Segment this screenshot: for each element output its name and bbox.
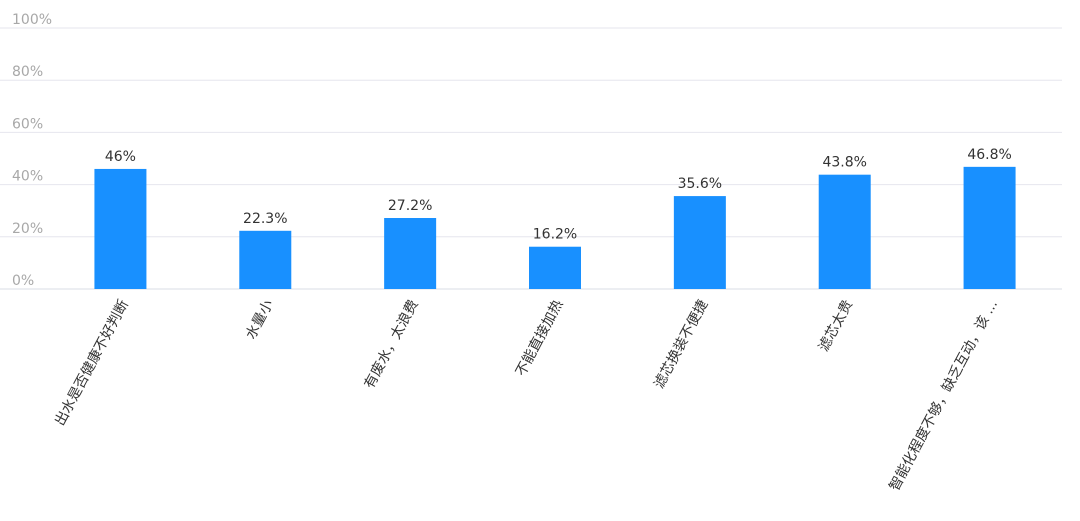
value-labels: 46% 22.3% 27.2% 16.2% 35.6% 43.8% 46.8% — [105, 147, 1012, 243]
data-label: 46% — [105, 149, 136, 165]
bar — [673, 196, 726, 289]
bar — [529, 246, 581, 289]
bars — [94, 166, 1016, 289]
bar — [963, 166, 1016, 289]
x-tick-label: 出水是否健康不好判断 — [51, 297, 132, 429]
data-label: 35.6% — [678, 176, 722, 192]
bar — [94, 168, 147, 289]
bar — [384, 218, 437, 289]
data-label: 43.8% — [822, 155, 866, 171]
x-tick-label: 智能化程度不够，缺乏互动，该 ... — [887, 297, 1002, 493]
data-label: 22.3% — [243, 211, 287, 227]
data-label: 27.2% — [388, 198, 432, 214]
x-tick-label: 滤芯太贵 — [816, 297, 856, 354]
y-tick-label: 0% — [12, 273, 34, 289]
y-tick-label: 80% — [12, 64, 43, 80]
data-label: 46.8% — [967, 147, 1011, 163]
x-tick-label: 有废水，太浪费 — [362, 297, 422, 391]
x-tick-label: 滤芯换装不便捷 — [650, 297, 711, 392]
x-tick-label: 不能直接加热 — [512, 297, 566, 379]
x-tick-label: 水量小 — [243, 297, 277, 342]
x-axis-labels: 出水是否健康不好判断 水量小 有废水，太浪费 不能直接加热 滤芯换装不便捷 滤芯太贵 智能化… — [51, 297, 1001, 494]
y-tick-label: 20% — [12, 221, 43, 237]
bar — [818, 174, 871, 289]
gridlines — [0, 27, 1062, 290]
data-label: 16.2% — [533, 227, 577, 243]
y-axis-ticks: 0% 20% 40% 60% 80% 100% — [12, 12, 52, 289]
y-tick-label: 40% — [12, 169, 43, 185]
y-tick-label: 60% — [12, 116, 43, 132]
y-tick-label: 100% — [12, 12, 52, 28]
bar — [239, 230, 292, 289]
